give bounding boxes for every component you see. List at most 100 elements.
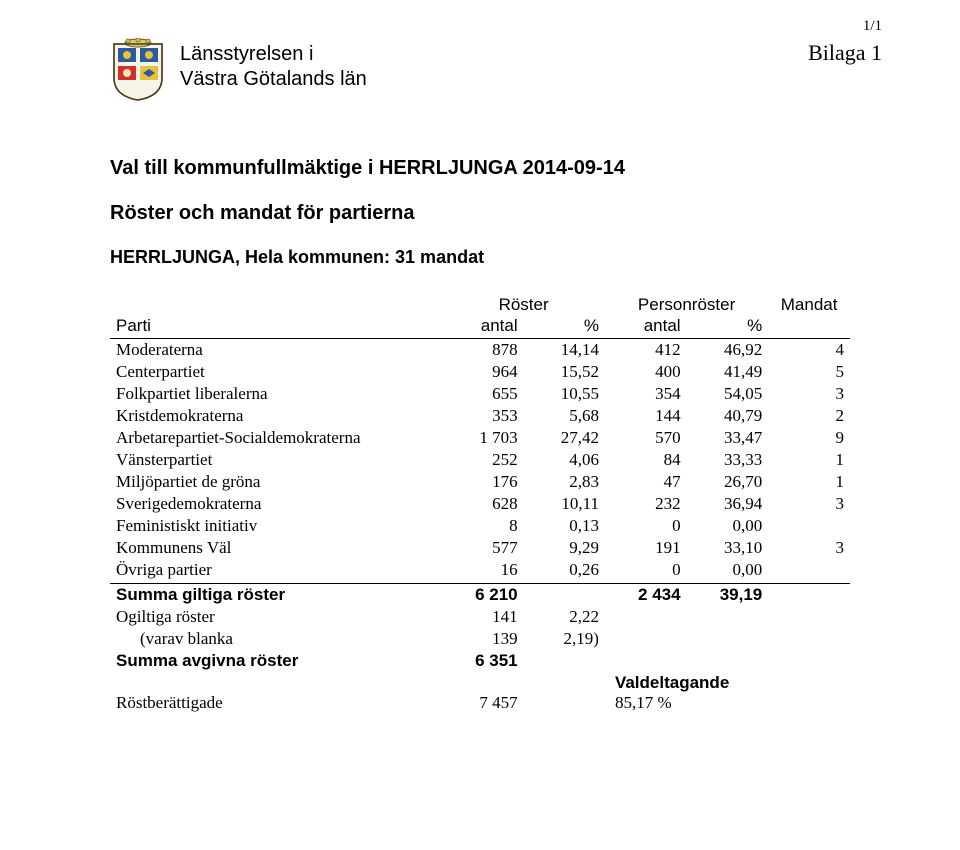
party-name: Vänsterpartiet [110,449,442,471]
agency-line1: Länsstyrelsen i [180,43,313,65]
party-name: Arbetarepartiet-Socialdemokraterna [110,427,442,449]
roster-antal: 1 703 [442,427,523,449]
sum-valid-antal: 6 210 [442,584,523,607]
roster-antal: 252 [442,449,523,471]
mandat: 3 [768,493,850,515]
roster-pct: 10,11 [524,493,605,515]
pers-antal: 400 [605,361,687,383]
sum-valid-label: Summa giltiga röster [110,584,442,607]
pers-pct: 33,47 [687,427,769,449]
eligible-antal: 7 457 [442,672,523,714]
roster-pct: 10,55 [524,383,605,405]
roster-pct: 27,42 [524,427,605,449]
agency-name: Länsstyrelsen i Västra Götalands län [180,42,367,92]
table-row: Sverigedemokraterna62810,1123236,943 [110,493,850,515]
summary-rows: Summa giltiga röster 6 210 2 434 39,19 O… [110,581,850,714]
page-number: 1/1 [863,18,882,35]
roster-pct: 0,13 [524,515,605,537]
sum-valid-pers-pct: 39,19 [687,584,769,607]
pers-pct: 0,00 [687,559,769,581]
pers-antal: 144 [605,405,687,427]
roster-pct: 5,68 [524,405,605,427]
table-row: Kommunens Väl5779,2919133,103 [110,537,850,559]
table-row: Feministiskt initiativ80,1300,00 [110,515,850,537]
party-name: Centerpartiet [110,361,442,383]
col-antal2: antal [605,315,687,339]
agency-line2: Västra Götalands län [180,68,367,90]
pers-pct: 46,92 [687,339,769,362]
party-name: Sverigedemokraterna [110,493,442,515]
col-parti: Parti [110,315,442,339]
table-header: Röster Personröster Mandat Parti antal %… [110,294,850,339]
eligible-label: Röstberättigade [110,672,442,714]
table-row: Folkpartiet liberalerna65510,5535454,053 [110,383,850,405]
pers-pct: 33,10 [687,537,769,559]
pers-antal: 0 [605,559,687,581]
pers-antal: 0 [605,515,687,537]
page-container: 1/1 Bilaga 1 Länsstyrelsen i [0,0,960,850]
roster-antal: 878 [442,339,523,362]
table-row: Övriga partier160,2600,00 [110,559,850,581]
mandat: 1 [768,471,850,493]
roster-antal: 8 [442,515,523,537]
turnout-label: Valdeltagande [615,673,729,692]
document-subtitle: Röster och mandat för partierna [110,202,870,225]
mandat: 2 [768,405,850,427]
pers-pct: 0,00 [687,515,769,537]
roster-antal: 964 [442,361,523,383]
mandat: 5 [768,361,850,383]
results-table: Röster Personröster Mandat Parti antal %… [110,294,850,714]
document-title: Val till kommunfullmäktige i HERRLJUNGA … [110,157,870,180]
party-name: Feministiskt initiativ [110,515,442,537]
pers-antal: 191 [605,537,687,559]
col-pct2: % [687,315,769,339]
area-line: HERRLJUNGA, Hela kommunen: 31 mandat [110,247,870,268]
party-rows: Moderaterna87814,1441246,924Centerpartie… [110,339,850,582]
table-row: Vänsterpartiet2524,068433,331 [110,449,850,471]
roster-antal: 16 [442,559,523,581]
col-roster: Röster [442,294,605,315]
party-name: Miljöpartiet de gröna [110,471,442,493]
roster-pct: 0,26 [524,559,605,581]
party-name: Folkpartiet liberalerna [110,383,442,405]
sum-invalid-antal: 141 [442,606,523,628]
pers-pct: 41,49 [687,361,769,383]
roster-pct: 14,14 [524,339,605,362]
pers-pct: 54,05 [687,383,769,405]
roster-pct: 9,29 [524,537,605,559]
roster-pct: 2,83 [524,471,605,493]
roster-antal: 628 [442,493,523,515]
col-antal1: antal [442,315,523,339]
pers-antal: 84 [605,449,687,471]
sum-blank-antal: 139 [442,628,523,650]
pers-pct: 33,33 [687,449,769,471]
pers-pct: 36,94 [687,493,769,515]
col-personroster: Personröster [605,294,768,315]
table-row: Centerpartiet96415,5240041,495 [110,361,850,383]
mandat: 4 [768,339,850,362]
party-name: Kristdemokraterna [110,405,442,427]
table-row: Kristdemokraterna3535,6814440,792 [110,405,850,427]
pers-antal: 354 [605,383,687,405]
mandat: 1 [768,449,850,471]
roster-antal: 176 [442,471,523,493]
coat-of-arms-icon [110,38,166,102]
roster-antal: 577 [442,537,523,559]
table-row: Miljöpartiet de gröna1762,834726,701 [110,471,850,493]
roster-pct: 4,06 [524,449,605,471]
sum-total-label: Summa avgivna röster [110,650,442,672]
mandat [768,515,850,537]
sum-blank-pct: 2,19) [524,628,605,650]
sum-valid-pers: 2 434 [605,584,687,607]
roster-antal: 655 [442,383,523,405]
party-name: Övriga partier [110,559,442,581]
mandat: 3 [768,383,850,405]
pers-antal: 570 [605,427,687,449]
pers-antal: 47 [605,471,687,493]
sum-invalid-pct: 2,22 [524,606,605,628]
turnout-value: 85,17 % [615,693,672,712]
pers-pct: 40,79 [687,405,769,427]
mandat: 9 [768,427,850,449]
col-mandat: Mandat [768,294,850,315]
header: Länsstyrelsen i Västra Götalands län [110,38,870,102]
